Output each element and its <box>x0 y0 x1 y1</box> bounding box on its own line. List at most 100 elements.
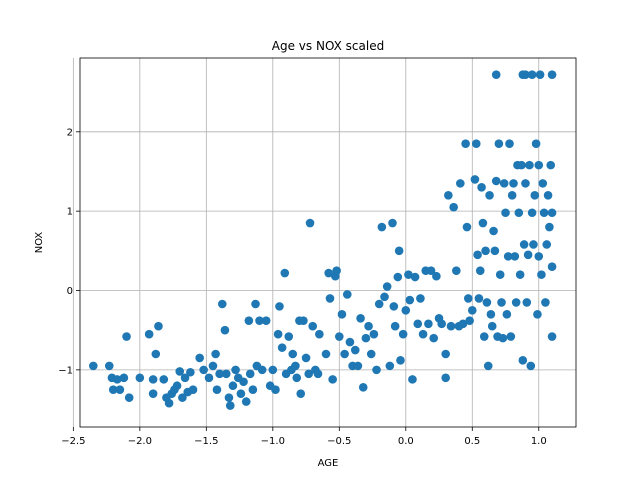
x-tick-label: −2.5 <box>61 436 85 447</box>
data-point <box>390 321 400 331</box>
data-point <box>515 270 525 279</box>
data-point <box>305 218 315 228</box>
data-point <box>535 70 545 79</box>
data-point <box>244 316 254 325</box>
data-point <box>382 282 392 291</box>
data-point <box>112 375 122 384</box>
data-point <box>245 369 255 379</box>
data-point <box>429 333 439 343</box>
data-point <box>410 272 420 282</box>
data-point <box>486 310 496 319</box>
data-point <box>299 316 308 325</box>
data-point <box>534 252 544 261</box>
x-tick-label: −1.0 <box>261 436 285 447</box>
data-point <box>241 397 251 406</box>
data-point <box>328 375 337 384</box>
data-point <box>401 306 411 315</box>
data-point <box>208 361 218 371</box>
data-point <box>104 361 114 371</box>
data-point <box>374 299 384 309</box>
data-point <box>284 332 294 341</box>
x-axis-ticks: −2.5 −2.0 −1.5 −1.0 −0.5 0.0 0.5 1.0 <box>61 427 547 447</box>
data-point <box>471 139 481 149</box>
data-point <box>144 329 154 339</box>
data-point <box>224 393 234 402</box>
data-point <box>432 271 441 281</box>
data-point <box>467 306 477 315</box>
data-point <box>108 385 118 395</box>
data-point <box>172 381 182 391</box>
data-point <box>178 393 187 402</box>
data-point <box>340 349 349 359</box>
data-point <box>195 353 204 363</box>
data-point <box>547 70 557 79</box>
data-point <box>148 375 158 384</box>
data-point <box>393 272 403 282</box>
data-point <box>449 202 458 212</box>
data-point <box>452 266 461 275</box>
data-point <box>164 398 174 408</box>
x-tick-label: −1.5 <box>194 436 218 447</box>
data-point <box>491 70 501 79</box>
data-point <box>456 179 465 188</box>
data-point <box>424 319 433 329</box>
data-point <box>462 222 472 232</box>
data-point <box>545 222 554 232</box>
data-point <box>180 373 190 383</box>
data-point <box>523 250 533 260</box>
data-point <box>388 218 397 228</box>
data-point <box>542 240 552 249</box>
data-point <box>124 393 134 402</box>
data-point <box>533 310 542 319</box>
data-point <box>458 319 468 329</box>
data-point <box>437 319 446 329</box>
data-point <box>502 310 512 319</box>
data-point <box>531 139 541 149</box>
data-point <box>534 160 544 170</box>
x-tick-label: −2.0 <box>128 436 152 447</box>
grid <box>72 58 576 427</box>
x-tick-label: 0.0 <box>398 436 414 447</box>
data-point <box>288 349 298 359</box>
data-point <box>426 266 436 275</box>
data-point <box>495 270 505 279</box>
data-point <box>301 353 311 363</box>
data-point <box>217 299 227 309</box>
data-point <box>441 373 450 383</box>
data-point <box>325 294 335 303</box>
data-point <box>501 208 510 218</box>
data-point <box>441 349 450 359</box>
data-point <box>215 369 224 379</box>
data-point <box>361 333 371 343</box>
data-point <box>321 349 331 359</box>
data-point <box>509 179 518 188</box>
data-point <box>350 345 360 355</box>
data-point <box>526 361 536 371</box>
data-point <box>356 313 365 323</box>
data-point <box>461 139 470 149</box>
data-point <box>444 190 453 200</box>
data-point <box>547 262 557 272</box>
y-tick-label: −1 <box>58 365 73 376</box>
plot-frame <box>79 57 577 428</box>
data-point <box>404 270 413 279</box>
data-point <box>220 325 230 335</box>
data-point <box>478 218 488 228</box>
data-point <box>148 389 158 398</box>
data-point <box>465 316 474 325</box>
data-point <box>372 365 381 375</box>
data-point <box>119 373 129 383</box>
data-point <box>204 373 214 383</box>
data-point <box>358 383 368 392</box>
data-point <box>527 208 537 218</box>
data-point <box>225 401 235 410</box>
data-point <box>547 332 557 341</box>
data-point <box>490 246 500 256</box>
data-point <box>273 329 283 339</box>
chart-title: Age vs NOX scaled <box>272 39 384 53</box>
data-point <box>413 319 423 329</box>
data-point <box>521 179 530 188</box>
data-point <box>211 349 220 359</box>
data-point <box>487 321 497 331</box>
data-point <box>405 295 415 305</box>
